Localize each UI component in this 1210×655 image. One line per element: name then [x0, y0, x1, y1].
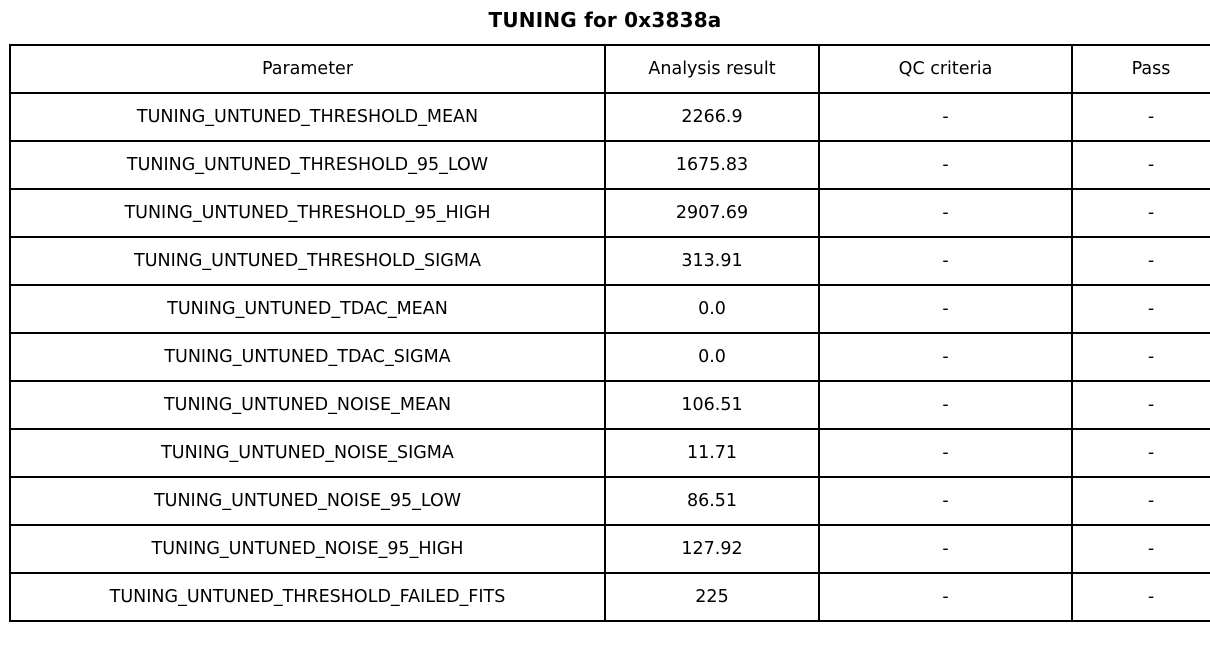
qc-criteria-cell: -: [818, 332, 1073, 382]
pass-cell: -: [1071, 332, 1210, 382]
qc-criteria-cell: -: [818, 428, 1073, 478]
qc-criteria-cell: -: [818, 140, 1073, 190]
parameter-cell: TUNING_UNTUNED_THRESHOLD_FAILED_FITS: [9, 572, 606, 622]
pass-cell: -: [1071, 92, 1210, 142]
parameter-cell: TUNING_UNTUNED_NOISE_SIGMA: [9, 428, 606, 478]
parameter-cell: TUNING_UNTUNED_THRESHOLD_SIGMA: [9, 236, 606, 286]
header-analysis-result: Analysis result: [604, 44, 820, 94]
header-pass: Pass: [1071, 44, 1210, 94]
pass-cell: -: [1071, 140, 1210, 190]
analysis-result-cell: 0.0: [604, 284, 820, 334]
analysis-result-cell: 1675.83: [604, 140, 820, 190]
header-qc-criteria: QC criteria: [818, 44, 1073, 94]
header-parameter: Parameter: [9, 44, 606, 94]
parameter-cell: TUNING_UNTUNED_NOISE_95_LOW: [9, 476, 606, 526]
qc-criteria-cell: -: [818, 236, 1073, 286]
analysis-result-cell: 106.51: [604, 380, 820, 430]
analysis-result-cell: 127.92: [604, 524, 820, 574]
parameter-cell: TUNING_UNTUNED_TDAC_SIGMA: [9, 332, 606, 382]
pass-cell: -: [1071, 572, 1210, 622]
analysis-result-cell: 225: [604, 572, 820, 622]
qc-criteria-cell: -: [818, 524, 1073, 574]
qc-criteria-cell: -: [818, 476, 1073, 526]
parameter-cell: TUNING_UNTUNED_THRESHOLD_95_LOW: [9, 140, 606, 190]
pass-cell: -: [1071, 476, 1210, 526]
pass-cell: -: [1071, 188, 1210, 238]
parameter-cell: TUNING_UNTUNED_TDAC_MEAN: [9, 284, 606, 334]
table-body: TUNING_UNTUNED_THRESHOLD_MEAN 2266.9 - -…: [9, 92, 1210, 622]
qc-criteria-cell: -: [818, 92, 1073, 142]
table-header: Parameter Analysis result QC criteria Pa…: [9, 44, 1210, 94]
qc-criteria-cell: -: [818, 188, 1073, 238]
table-row: TUNING_UNTUNED_TDAC_SIGMA 0.0 - -: [9, 332, 1210, 382]
pass-cell: -: [1071, 380, 1210, 430]
tuning-results-table: Parameter Analysis result QC criteria Pa…: [9, 44, 1210, 622]
table-row: TUNING_UNTUNED_NOISE_MEAN 106.51 - -: [9, 380, 1210, 430]
analysis-result-cell: 2907.69: [604, 188, 820, 238]
qc-criteria-cell: -: [818, 572, 1073, 622]
header-row: Parameter Analysis result QC criteria Pa…: [9, 44, 1210, 94]
pass-cell: -: [1071, 284, 1210, 334]
table-row: TUNING_UNTUNED_TDAC_MEAN 0.0 - -: [9, 284, 1210, 334]
parameter-cell: TUNING_UNTUNED_NOISE_MEAN: [9, 380, 606, 430]
pass-cell: -: [1071, 236, 1210, 286]
qc-criteria-cell: -: [818, 284, 1073, 334]
pass-cell: -: [1071, 428, 1210, 478]
table-row: TUNING_UNTUNED_THRESHOLD_95_LOW 1675.83 …: [9, 140, 1210, 190]
pass-cell: -: [1071, 524, 1210, 574]
analysis-result-cell: 86.51: [604, 476, 820, 526]
parameter-cell: TUNING_UNTUNED_THRESHOLD_MEAN: [9, 92, 606, 142]
table-row: TUNING_UNTUNED_NOISE_SIGMA 11.71 - -: [9, 428, 1210, 478]
table-row: TUNING_UNTUNED_NOISE_95_LOW 86.51 - -: [9, 476, 1210, 526]
analysis-result-cell: 313.91: [604, 236, 820, 286]
table-row: TUNING_UNTUNED_NOISE_95_HIGH 127.92 - -: [9, 524, 1210, 574]
table-row: TUNING_UNTUNED_THRESHOLD_MEAN 2266.9 - -: [9, 92, 1210, 142]
analysis-result-cell: 11.71: [604, 428, 820, 478]
table-row: TUNING_UNTUNED_THRESHOLD_SIGMA 313.91 - …: [9, 236, 1210, 286]
analysis-result-cell: 2266.9: [604, 92, 820, 142]
table-row: TUNING_UNTUNED_THRESHOLD_95_HIGH 2907.69…: [9, 188, 1210, 238]
analysis-result-cell: 0.0: [604, 332, 820, 382]
page-title: TUNING for 0x3838a: [488, 8, 722, 32]
table-row: TUNING_UNTUNED_THRESHOLD_FAILED_FITS 225…: [9, 572, 1210, 622]
parameter-cell: TUNING_UNTUNED_THRESHOLD_95_HIGH: [9, 188, 606, 238]
parameter-cell: TUNING_UNTUNED_NOISE_95_HIGH: [9, 524, 606, 574]
qc-criteria-cell: -: [818, 380, 1073, 430]
